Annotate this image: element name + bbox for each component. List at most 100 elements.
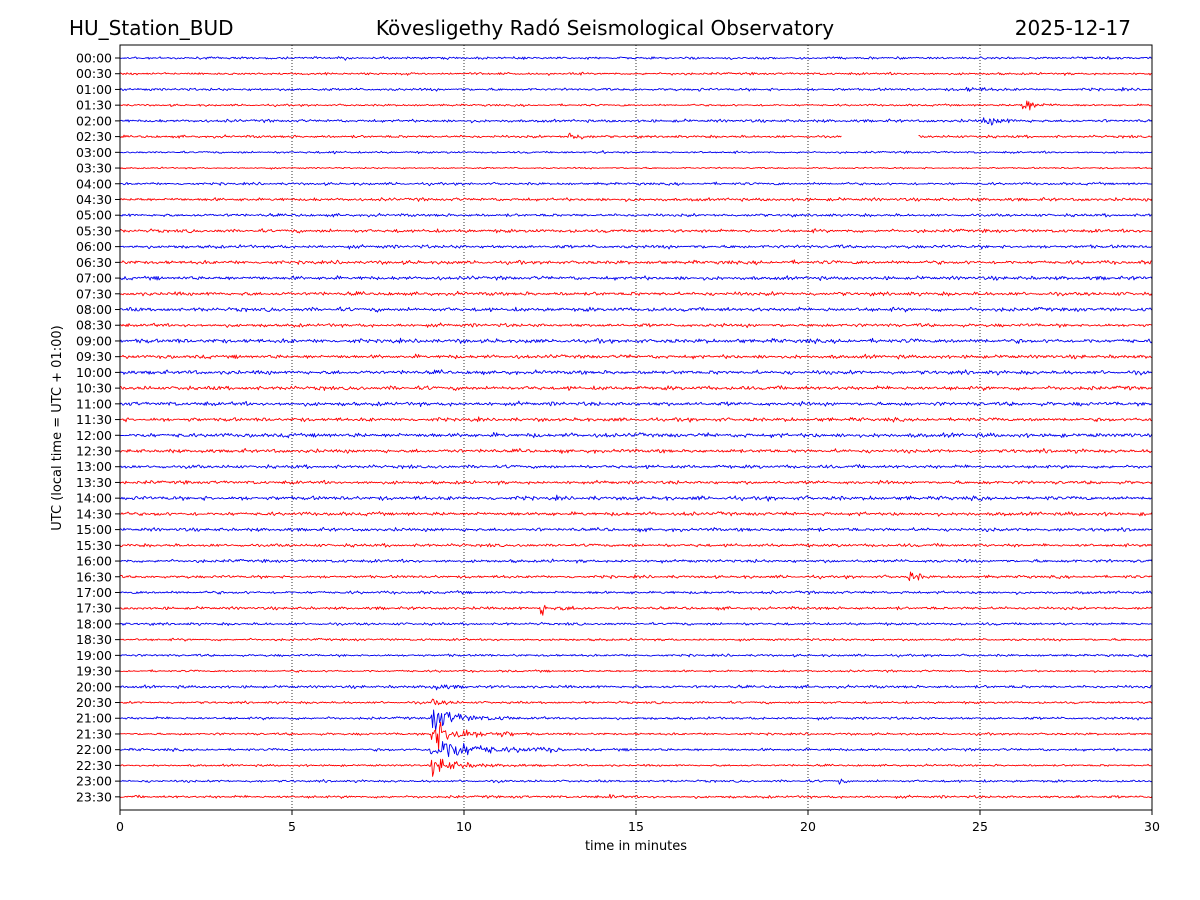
trace-row-0430 <box>119 196 1153 203</box>
row-time-label: 00:00 <box>76 51 112 66</box>
vertical-gridlines <box>291 45 981 810</box>
row-time-label: 07:00 <box>76 271 112 286</box>
row-time-label: 04:00 <box>76 176 112 191</box>
row-time-label: 09:00 <box>76 333 112 348</box>
trace-row-0100 <box>119 86 1153 92</box>
trace-row-1300 <box>119 464 1153 470</box>
trace-row-1500 <box>119 526 1153 533</box>
row-time-label: 21:00 <box>76 711 112 726</box>
row-time-label: 10:00 <box>76 365 112 380</box>
row-time-label: 22:00 <box>76 742 112 757</box>
row-time-label: 03:30 <box>76 161 112 176</box>
row-time-label: 06:00 <box>76 239 112 254</box>
row-time-label: 23:30 <box>76 789 112 804</box>
row-time-label: 13:30 <box>76 475 112 490</box>
row-time-label: 12:00 <box>76 428 112 443</box>
row-time-label: 10:30 <box>76 381 112 396</box>
trace-row-1830 <box>119 637 1153 642</box>
observatory-title: Kövesligethy Radó Seismological Observat… <box>376 16 834 40</box>
trace-row-2030 <box>119 698 1153 706</box>
row-time-label: 15:00 <box>76 522 112 537</box>
trace-row-1230 <box>119 448 1153 454</box>
row-time-label: 06:30 <box>76 255 112 270</box>
row-time-label: 18:30 <box>76 632 112 647</box>
trace-row-0200 <box>119 117 1153 126</box>
x-axis-ticks: 0 5 10 15 20 25 30 <box>116 810 1160 834</box>
trace-row-2200 <box>119 741 1153 758</box>
row-time-label: 19:00 <box>76 648 112 663</box>
row-time-label: 02:00 <box>76 113 112 128</box>
row-time-label: 18:00 <box>76 616 112 631</box>
row-time-label: 01:30 <box>76 98 112 113</box>
x-tick-label: 20 <box>800 819 816 834</box>
trace-row-0330 <box>119 166 1153 170</box>
trace-row-0600 <box>119 244 1153 250</box>
row-time-label: 15:30 <box>76 538 112 553</box>
trace-row-1600 <box>119 558 1153 564</box>
trace-row-1430 <box>119 511 1153 517</box>
trace-row-0230 <box>119 132 1153 140</box>
trace-row-2300 <box>119 778 1153 785</box>
trace-row-2130 <box>119 721 1152 751</box>
trace-row-0630 <box>119 259 1153 266</box>
trace-row-2000 <box>119 684 1153 691</box>
trace-row-1330 <box>119 479 1153 486</box>
trace-row-1030 <box>119 385 1153 392</box>
row-time-label: 11:00 <box>76 396 112 411</box>
row-time-label: 20:00 <box>76 679 112 694</box>
trace-row-1930 <box>119 669 1153 673</box>
row-time-label: 08:30 <box>76 318 112 333</box>
row-time-label: 14:30 <box>76 506 112 521</box>
trace-row-1700 <box>119 590 1153 595</box>
row-time-label: 00:30 <box>76 66 112 81</box>
trace-row-0730 <box>119 290 1153 297</box>
row-time-label: 05:30 <box>76 223 112 238</box>
trace-row-0500 <box>119 212 1153 218</box>
row-time-label: 11:30 <box>76 412 112 427</box>
row-time-label: 20:30 <box>76 695 112 710</box>
x-tick-label: 15 <box>628 819 644 834</box>
row-time-label: 02:30 <box>76 129 112 144</box>
trace-row-0530 <box>119 228 1153 234</box>
x-tick-label: 30 <box>1144 819 1160 834</box>
row-time-label: 14:00 <box>76 491 112 506</box>
x-tick-label: 0 <box>116 819 124 834</box>
trace-row-0930 <box>119 353 1153 360</box>
trace-row-0130 <box>119 100 1153 111</box>
trace-row-0300 <box>119 150 1153 155</box>
row-time-labels: 00:0000:3001:0001:3002:0002:3003:0003:30… <box>76 51 120 804</box>
trace-row-1130 <box>119 416 1153 423</box>
row-time-label: 08:00 <box>76 302 112 317</box>
trace-row-1630 <box>119 571 1153 582</box>
trace-row-0000 <box>119 56 1153 61</box>
row-time-label: 17:00 <box>76 585 112 600</box>
trace-row-2230 <box>119 758 1152 777</box>
trace-row-0400 <box>119 181 1153 187</box>
trace-row-0700 <box>119 275 1153 281</box>
row-time-label: 17:30 <box>76 601 112 616</box>
trace-row-0030 <box>119 71 1153 76</box>
row-time-label: 03:00 <box>76 145 112 160</box>
row-time-label: 05:00 <box>76 208 112 223</box>
row-time-label: 19:30 <box>76 664 112 679</box>
row-time-label: 09:30 <box>76 349 112 364</box>
row-time-label: 23:00 <box>76 774 112 789</box>
row-time-label: 16:00 <box>76 554 112 569</box>
trace-row-0900 <box>119 337 1153 345</box>
trace-row-2100 <box>119 709 1152 732</box>
trace-row-1000 <box>119 369 1153 376</box>
row-time-label: 01:00 <box>76 82 112 97</box>
trace-row-1900 <box>119 653 1153 658</box>
row-time-label: 13:00 <box>76 459 112 474</box>
trace-row-1400 <box>119 494 1153 502</box>
station-title: HU_Station_BUD <box>69 16 234 40</box>
date-title: 2025-12-17 <box>1015 16 1131 40</box>
x-tick-label: 10 <box>456 819 472 834</box>
row-time-label: 21:30 <box>76 726 112 741</box>
row-time-label: 04:30 <box>76 192 112 207</box>
trace-row-1730 <box>119 604 1153 616</box>
x-axis-label: time in minutes <box>585 839 687 854</box>
trace-row-0800 <box>119 306 1153 313</box>
trace-row-1530 <box>119 542 1153 548</box>
